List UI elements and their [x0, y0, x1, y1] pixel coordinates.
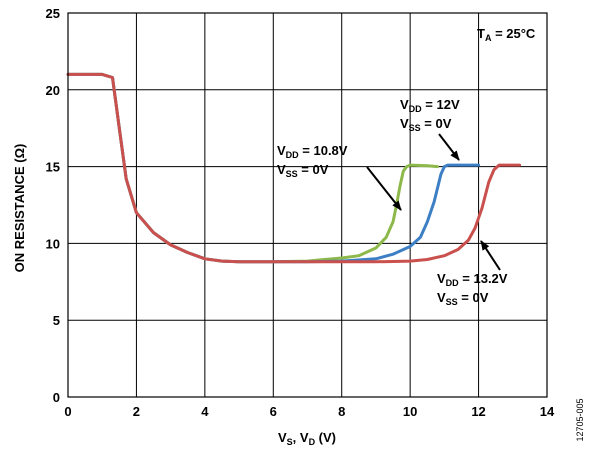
annotation-vdd-10-8-line1: VDD = 10.8V — [277, 143, 348, 160]
x-tick-label: 8 — [338, 404, 345, 419]
x-tick-label: 2 — [133, 404, 140, 419]
series-layer — [66, 72, 522, 264]
y-tick-label: 15 — [46, 160, 60, 175]
figure-id: 12705-005 — [575, 398, 585, 441]
annotation-vdd-10-8-line2: VSS = 0V — [277, 162, 329, 179]
series-line-2 — [66, 72, 522, 264]
x-tick-label: 4 — [201, 404, 209, 419]
grid-lines — [67, 12, 548, 398]
y-tick-label: 25 — [46, 6, 60, 21]
arrow-vdd-12 — [438, 133, 460, 161]
arrow-vdd-10-8 — [366, 166, 402, 211]
annotation-vdd-13-2-line1: VDD = 13.2V — [437, 271, 508, 288]
annotation-vdd-12-line2: VSS = 0V — [400, 116, 452, 133]
x-tick-label: 6 — [270, 404, 277, 419]
y-tick-labels: 0 5 10 15 20 25 — [46, 6, 60, 405]
annotation-vdd-13-2-line2: VSS = 0V — [437, 290, 489, 307]
x-tick-label: 0 — [64, 404, 71, 419]
y-tick-label: 10 — [46, 236, 60, 251]
x-tick-labels: 0 2 4 6 8 10 12 14 — [64, 404, 555, 419]
y-tick-label: 20 — [46, 83, 60, 98]
y-tick-label: 5 — [53, 313, 60, 328]
x-tick-label: 14 — [540, 404, 555, 419]
temperature-note: TA = 25°C — [477, 26, 536, 43]
y-axis-title: ON RESISTANCE (Ω) — [12, 144, 27, 273]
annotation-vdd-12-line1: VDD = 12V — [400, 97, 460, 114]
x-axis-title: VS, VD (V) — [278, 430, 336, 447]
plot-frame — [67, 12, 548, 398]
y-tick-label: 0 — [53, 390, 60, 405]
x-tick-label: 12 — [471, 404, 485, 419]
arrow-vdd-13-2 — [480, 240, 501, 271]
x-tick-label: 10 — [403, 404, 417, 419]
